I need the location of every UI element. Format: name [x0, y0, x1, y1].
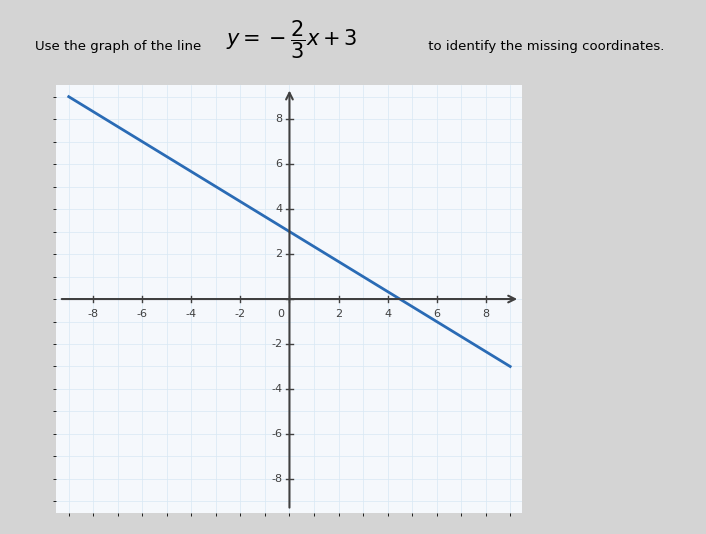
Text: -4: -4: [271, 384, 282, 394]
Text: 0: 0: [277, 309, 285, 319]
Text: 2: 2: [335, 309, 342, 319]
Text: -6: -6: [137, 309, 148, 319]
Text: -2: -2: [271, 339, 282, 349]
Text: 4: 4: [384, 309, 391, 319]
Text: Use the graph of the line: Use the graph of the line: [35, 41, 206, 53]
Text: 2: 2: [275, 249, 282, 259]
Text: -6: -6: [271, 429, 282, 439]
Text: -4: -4: [186, 309, 197, 319]
Text: -8: -8: [271, 474, 282, 484]
Text: $y = -\dfrac{2}{3}x + 3$: $y = -\dfrac{2}{3}x + 3$: [226, 19, 357, 61]
Text: 4: 4: [275, 204, 282, 214]
Text: 8: 8: [275, 114, 282, 124]
Text: 8: 8: [482, 309, 489, 319]
Text: 6: 6: [433, 309, 440, 319]
Text: to identify the missing coordinates.: to identify the missing coordinates.: [424, 41, 664, 53]
Text: -2: -2: [235, 309, 246, 319]
Text: 6: 6: [275, 159, 282, 169]
Text: -8: -8: [88, 309, 99, 319]
